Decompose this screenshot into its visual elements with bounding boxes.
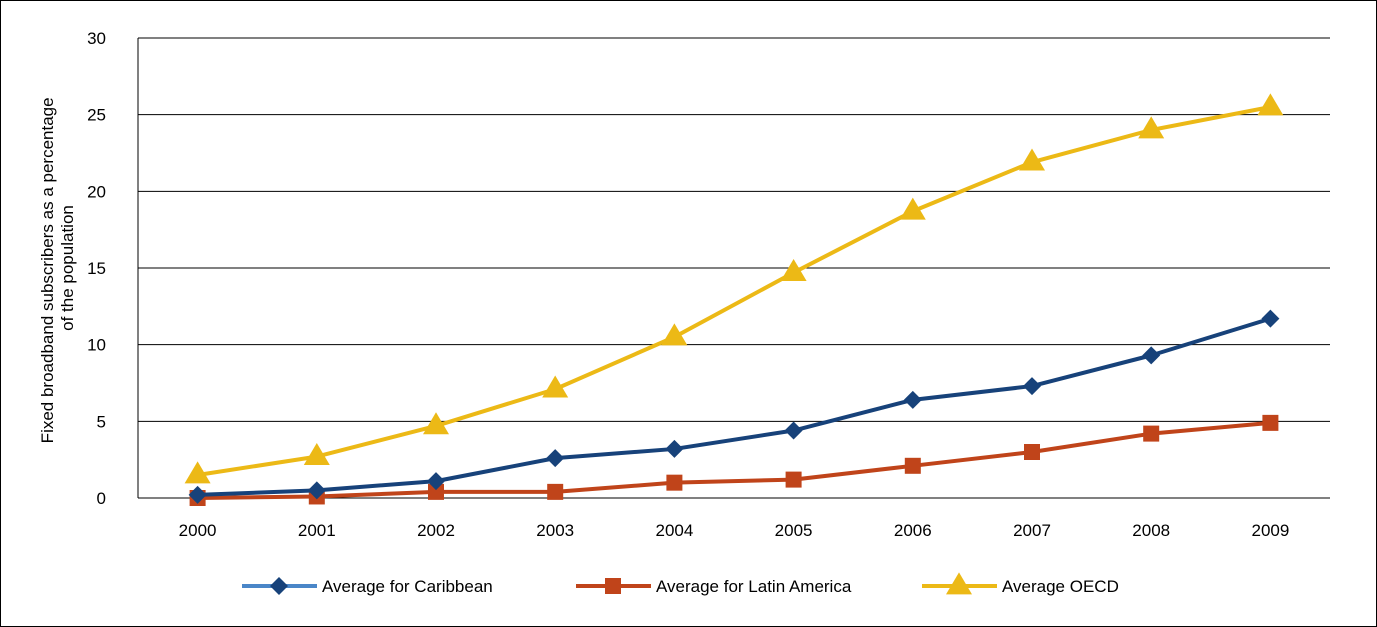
y-axis-label: Fixed broadband subscribers as a percent… <box>38 93 77 444</box>
y-axis-label-line-1: Fixed broadband subscribers as a percent… <box>38 97 57 443</box>
y-tick-label: 5 <box>97 412 106 431</box>
gridlines <box>138 37 1330 499</box>
series-line <box>197 316 1271 497</box>
data-point-square <box>1262 414 1279 431</box>
data-point-square <box>1143 425 1160 442</box>
data-point-diamond <box>1023 377 1041 396</box>
data-point-diamond <box>665 439 684 458</box>
x-tick-label: 2001 <box>298 521 336 540</box>
x-tick-label: 2000 <box>179 521 217 540</box>
y-tick-label: 0 <box>97 489 106 508</box>
data-point-diamond <box>1142 346 1161 365</box>
data-point-triangle <box>899 197 926 220</box>
data-point-triangle <box>1257 93 1284 116</box>
data-point-diamond <box>1261 309 1280 328</box>
y-axis: 0 5 10 15 20 25 30 <box>87 29 139 508</box>
data-point-triangle <box>184 461 211 484</box>
x-tick-label: 2009 <box>1251 521 1289 540</box>
data-point-square <box>904 457 921 474</box>
x-tick-label: 2004 <box>655 521 693 540</box>
data-point-square <box>547 483 564 500</box>
x-tick-label: 2002 <box>417 521 455 540</box>
series-line <box>197 105 1271 477</box>
data-point-square <box>1024 444 1040 460</box>
data-point-diamond <box>427 472 445 491</box>
y-tick-label: 20 <box>87 182 106 201</box>
series-line <box>197 420 1271 500</box>
legend: Average for Caribbean Average for Latin A… <box>242 572 1119 596</box>
legend-marker-triangle <box>946 572 972 595</box>
series-group <box>184 93 1284 506</box>
data-point-diamond <box>903 390 922 409</box>
legend-marker-square <box>605 578 621 594</box>
x-tick-label: 2007 <box>1013 521 1051 540</box>
legend-marker-diamond <box>270 577 288 595</box>
data-point-triangle <box>780 258 807 281</box>
data-point-diamond <box>784 421 803 440</box>
x-tick-label: 2003 <box>536 521 574 540</box>
data-point-square <box>785 471 802 488</box>
y-tick-label: 15 <box>87 259 106 278</box>
legend-label: Average for Caribbean <box>322 577 493 596</box>
data-point-diamond <box>188 485 207 504</box>
x-axis: 2000 2001 2002 2003 2004 2005 2006 2007 2008 2009 <box>179 521 1290 540</box>
data-point-square <box>428 483 444 500</box>
x-tick-label: 2008 <box>1132 521 1170 540</box>
data-point-triangle <box>303 442 330 465</box>
data-point-triangle <box>542 375 569 398</box>
data-point-triangle <box>423 412 449 435</box>
y-tick-label: 10 <box>87 336 106 355</box>
data-point-triangle <box>1019 148 1045 171</box>
x-tick-label: 2006 <box>894 521 932 540</box>
legend-label: Average for Latin America <box>656 577 852 596</box>
legend-label: Average OECD <box>1002 577 1119 596</box>
x-tick-label: 2005 <box>775 521 813 540</box>
data-point-triangle <box>661 323 688 346</box>
y-axis-label-line-2: of the population <box>58 205 77 331</box>
data-point-triangle <box>1138 116 1165 139</box>
y-tick-label: 25 <box>87 106 106 125</box>
y-tick-label: 30 <box>87 29 106 48</box>
data-point-square <box>666 474 683 491</box>
data-point-diamond <box>307 481 326 500</box>
data-point-diamond <box>546 449 565 468</box>
